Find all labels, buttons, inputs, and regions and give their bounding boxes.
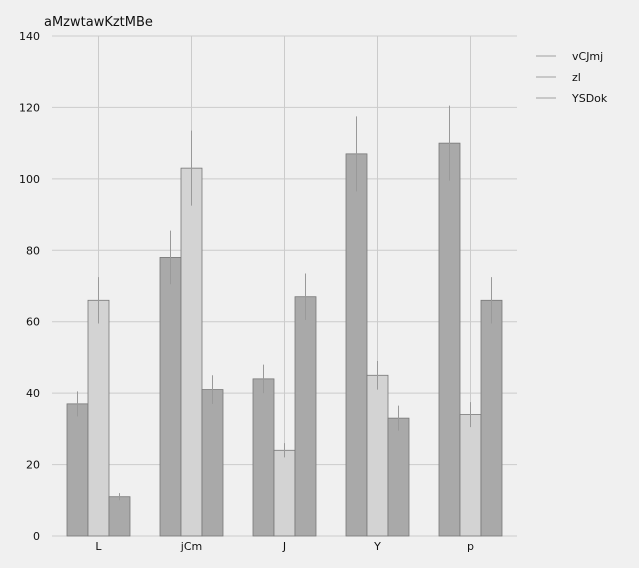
y-tick-label: 20 [26, 459, 40, 472]
bar [273, 449, 296, 537]
legend-label: vCJmj [572, 50, 603, 63]
bar [438, 142, 461, 537]
x-tick-label: p [467, 540, 474, 553]
y-tick-label: 120 [19, 101, 40, 114]
legend-label: YSDok [571, 92, 608, 105]
y-axis: 0 20 40 60 80 100 120 140 [19, 30, 40, 543]
bar [180, 167, 203, 537]
bar [294, 296, 317, 537]
y-tick-label: 0 [33, 530, 40, 543]
bar [366, 374, 389, 537]
y-tick-label: 60 [26, 316, 40, 329]
x-tick-label: jCm [180, 540, 202, 553]
legend-label: zl [572, 71, 581, 84]
bar [66, 403, 89, 537]
x-tick-label: L [95, 540, 102, 553]
bar [252, 378, 275, 537]
bar [159, 257, 182, 537]
bars [66, 142, 503, 537]
bar [87, 299, 110, 537]
x-tick-label: Y [373, 540, 381, 553]
legend: vCJmj zl YSDok [536, 50, 608, 105]
bar [459, 414, 482, 537]
y-tick-label: 140 [19, 30, 40, 43]
y-tick-label: 80 [26, 244, 40, 257]
bar [108, 496, 131, 537]
bar [345, 153, 368, 537]
chart-title: aMzwtawKztMBe [44, 15, 153, 30]
bar [201, 389, 224, 537]
x-tick-label: J [282, 540, 286, 553]
y-tick-label: 40 [26, 387, 40, 400]
bar [387, 417, 410, 537]
bar [480, 299, 503, 537]
y-tick-label: 100 [19, 173, 40, 186]
error-bars [77, 105, 492, 501]
